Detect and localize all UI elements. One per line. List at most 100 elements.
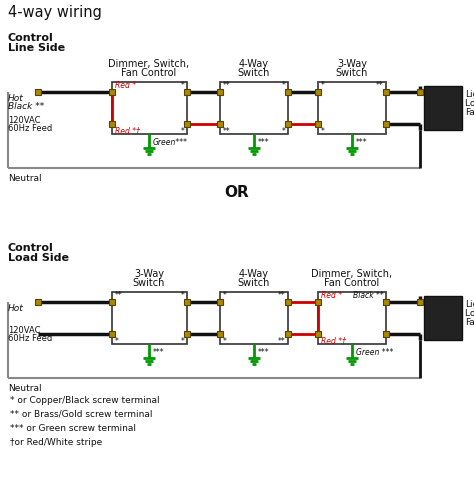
Text: Red *†: Red *† (115, 126, 140, 135)
Text: ***: *** (356, 137, 368, 146)
Bar (109, 299, 115, 305)
Text: Green ***: Green *** (356, 348, 393, 357)
Bar (318, 82, 386, 134)
Bar (184, 331, 190, 337)
Text: Hot: Hot (8, 303, 24, 313)
Bar (112, 292, 187, 344)
Bar (318, 292, 386, 344)
Bar (285, 121, 291, 127)
Text: Fan: Fan (465, 318, 474, 327)
Text: 4-way wiring: 4-way wiring (8, 4, 102, 19)
Bar (109, 89, 115, 95)
Bar (424, 86, 462, 130)
Text: 60Hz Feed: 60Hz Feed (8, 334, 52, 343)
Bar (35, 299, 41, 305)
Text: 120VAC: 120VAC (8, 326, 40, 335)
Text: *: * (223, 337, 227, 346)
Text: Control: Control (8, 243, 54, 253)
Text: *: * (321, 81, 325, 90)
Bar (220, 82, 288, 134)
Text: Hot: Hot (8, 94, 24, 103)
Text: †or Red/White stripe: †or Red/White stripe (10, 438, 102, 447)
Text: Line Side: Line Side (8, 43, 65, 53)
Text: *: * (321, 126, 325, 135)
Text: **: ** (115, 290, 123, 299)
Text: Neutral: Neutral (8, 383, 42, 392)
Text: Green***: Green*** (153, 137, 188, 146)
Text: * or Copper/Black screw terminal: * or Copper/Black screw terminal (10, 395, 160, 404)
Bar (220, 292, 288, 344)
Text: Lighting: Lighting (465, 90, 474, 99)
Text: Dimmer, Switch,: Dimmer, Switch, (311, 269, 392, 279)
Text: Fan Control: Fan Control (121, 68, 177, 78)
Bar (424, 296, 462, 340)
Text: Red *†: Red *† (321, 337, 346, 346)
Bar (184, 89, 190, 95)
Bar (383, 299, 389, 305)
Text: Load Side: Load Side (8, 253, 69, 263)
Text: *: * (181, 126, 185, 135)
Bar (383, 121, 389, 127)
Text: 3-Way: 3-Way (134, 269, 164, 279)
Text: *: * (115, 337, 119, 346)
Text: Neutral: Neutral (8, 173, 42, 182)
Text: **: ** (376, 81, 384, 90)
Text: *: * (181, 337, 185, 346)
Text: **: ** (278, 337, 286, 346)
Text: *: * (282, 81, 286, 90)
Text: Switch: Switch (238, 278, 270, 288)
Bar (217, 299, 223, 305)
Text: Black **: Black ** (353, 290, 384, 299)
Text: **: ** (223, 126, 231, 135)
Text: Switch: Switch (238, 68, 270, 78)
Bar (417, 89, 423, 95)
Text: Load or: Load or (465, 99, 474, 108)
Text: 3-Way: 3-Way (337, 59, 367, 69)
Bar (417, 299, 423, 305)
Text: Fan Control: Fan Control (324, 278, 380, 288)
Text: ** or Brass/Gold screw terminal: ** or Brass/Gold screw terminal (10, 409, 153, 418)
Bar (285, 89, 291, 95)
Text: **: ** (278, 290, 286, 299)
Text: Switch: Switch (133, 278, 165, 288)
Bar (184, 299, 190, 305)
Bar (315, 299, 321, 305)
Bar (315, 89, 321, 95)
Bar (383, 89, 389, 95)
Text: 60Hz Feed: 60Hz Feed (8, 124, 52, 132)
Text: *: * (282, 126, 286, 135)
Bar (315, 331, 321, 337)
Text: Control: Control (8, 33, 54, 43)
Text: **: ** (223, 81, 231, 90)
Bar (315, 121, 321, 127)
Text: Switch: Switch (336, 68, 368, 78)
Bar (184, 121, 190, 127)
Bar (112, 82, 187, 134)
Text: *: * (223, 290, 227, 299)
Text: Black **: Black ** (8, 102, 44, 111)
Text: Load or: Load or (465, 308, 474, 318)
Text: *** or Green screw terminal: *** or Green screw terminal (10, 423, 136, 432)
Bar (285, 299, 291, 305)
Bar (217, 89, 223, 95)
Bar (217, 121, 223, 127)
Text: 120VAC: 120VAC (8, 116, 40, 124)
Bar (383, 331, 389, 337)
Bar (217, 331, 223, 337)
Text: 4-Way: 4-Way (239, 269, 269, 279)
Text: *: * (181, 290, 185, 299)
Bar (285, 331, 291, 337)
Text: ***: *** (258, 137, 270, 146)
Text: Red *: Red * (321, 290, 342, 299)
Bar (35, 89, 41, 95)
Bar (109, 121, 115, 127)
Bar (109, 331, 115, 337)
Text: ***: *** (153, 348, 164, 357)
Text: OR: OR (225, 184, 249, 200)
Text: Fan: Fan (465, 108, 474, 117)
Text: *: * (181, 81, 185, 90)
Text: 4-Way: 4-Way (239, 59, 269, 69)
Text: Dimmer, Switch,: Dimmer, Switch, (109, 59, 190, 69)
Text: ***: *** (258, 348, 270, 357)
Text: Lighting: Lighting (465, 299, 474, 308)
